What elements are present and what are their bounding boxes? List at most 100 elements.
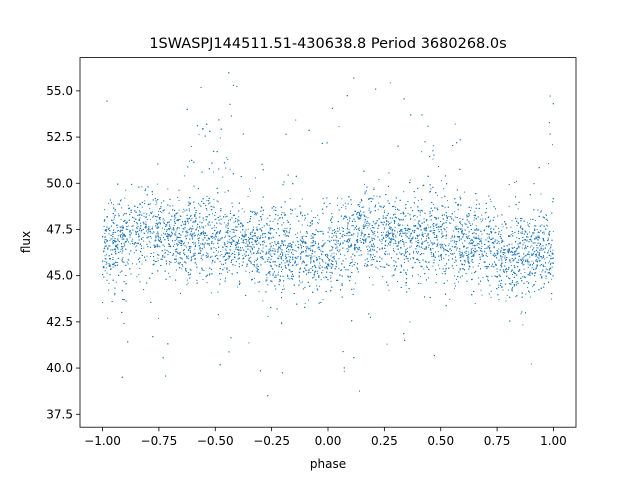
data-point bbox=[338, 227, 340, 229]
data-point bbox=[277, 219, 279, 221]
data-point bbox=[381, 234, 383, 236]
data-point bbox=[515, 282, 517, 284]
data-point bbox=[351, 233, 353, 235]
data-point bbox=[177, 196, 179, 198]
data-point bbox=[129, 243, 131, 245]
data-point bbox=[176, 251, 178, 253]
data-point bbox=[306, 269, 308, 271]
data-point bbox=[275, 207, 277, 209]
data-point bbox=[533, 253, 535, 255]
data-point bbox=[314, 255, 316, 257]
data-point bbox=[225, 235, 227, 237]
data-point bbox=[527, 263, 529, 265]
data-point bbox=[358, 217, 360, 219]
data-point bbox=[521, 276, 523, 278]
data-point bbox=[539, 265, 541, 267]
data-point bbox=[502, 252, 504, 254]
data-point bbox=[397, 258, 399, 260]
data-point bbox=[190, 219, 192, 221]
data-point bbox=[399, 224, 401, 226]
data-point bbox=[303, 235, 305, 237]
data-point bbox=[334, 247, 336, 249]
data-point bbox=[545, 268, 547, 270]
data-point bbox=[531, 234, 533, 236]
data-point bbox=[115, 244, 117, 246]
data-point bbox=[414, 219, 416, 221]
data-point bbox=[523, 239, 525, 241]
data-point bbox=[171, 228, 173, 230]
data-point bbox=[543, 233, 545, 235]
data-point bbox=[247, 196, 249, 198]
data-point bbox=[202, 243, 204, 245]
data-point bbox=[211, 213, 213, 215]
data-point bbox=[238, 253, 240, 255]
data-point bbox=[252, 238, 254, 240]
data-point bbox=[507, 289, 509, 291]
data-point bbox=[135, 263, 137, 265]
data-point bbox=[505, 261, 507, 263]
data-point bbox=[369, 246, 371, 248]
data-point bbox=[459, 257, 461, 259]
data-point bbox=[300, 256, 302, 258]
data-point bbox=[270, 245, 272, 247]
data-point bbox=[457, 209, 459, 211]
data-point bbox=[348, 229, 350, 231]
data-point bbox=[441, 236, 443, 238]
data-point bbox=[360, 232, 362, 234]
data-point bbox=[140, 222, 142, 224]
data-point bbox=[141, 206, 143, 208]
data-point bbox=[301, 281, 303, 283]
data-point bbox=[421, 151, 423, 153]
data-point bbox=[189, 250, 191, 252]
data-point bbox=[447, 200, 449, 202]
data-point bbox=[540, 246, 542, 248]
data-point bbox=[359, 237, 361, 239]
data-point bbox=[159, 211, 161, 213]
data-point bbox=[529, 265, 531, 267]
data-point bbox=[517, 222, 519, 224]
data-point bbox=[372, 243, 374, 245]
data-point bbox=[179, 215, 181, 217]
data-point bbox=[330, 275, 332, 277]
data-point bbox=[423, 268, 425, 270]
data-point bbox=[399, 224, 401, 226]
data-point bbox=[445, 231, 447, 233]
data-point bbox=[382, 276, 384, 278]
data-point bbox=[188, 258, 190, 260]
data-point bbox=[397, 244, 399, 246]
data-point bbox=[238, 239, 240, 241]
data-point bbox=[346, 233, 348, 235]
data-point bbox=[190, 214, 192, 216]
data-point bbox=[357, 234, 359, 236]
data-point bbox=[386, 245, 388, 247]
data-point bbox=[187, 248, 189, 250]
data-point bbox=[425, 229, 427, 231]
data-point bbox=[284, 233, 286, 235]
data-point bbox=[253, 252, 255, 254]
data-point bbox=[307, 299, 309, 301]
data-point bbox=[480, 239, 482, 241]
data-point bbox=[232, 206, 234, 208]
data-point bbox=[551, 252, 553, 254]
data-point bbox=[278, 281, 280, 283]
data-point bbox=[249, 190, 251, 192]
data-point bbox=[419, 214, 421, 216]
data-point bbox=[523, 268, 525, 270]
data-point bbox=[472, 239, 474, 241]
data-point bbox=[454, 252, 456, 254]
data-point bbox=[425, 227, 427, 228]
data-point bbox=[452, 235, 454, 237]
data-point bbox=[428, 191, 430, 193]
data-point bbox=[129, 235, 131, 237]
data-point bbox=[223, 222, 225, 224]
data-point bbox=[496, 242, 498, 244]
data-point bbox=[533, 232, 535, 234]
data-point bbox=[219, 222, 221, 224]
data-point bbox=[283, 222, 285, 224]
data-point bbox=[199, 204, 201, 206]
data-point bbox=[262, 300, 264, 302]
data-point bbox=[438, 264, 440, 266]
data-point bbox=[244, 255, 246, 257]
data-point bbox=[406, 235, 408, 237]
data-point bbox=[466, 223, 468, 225]
